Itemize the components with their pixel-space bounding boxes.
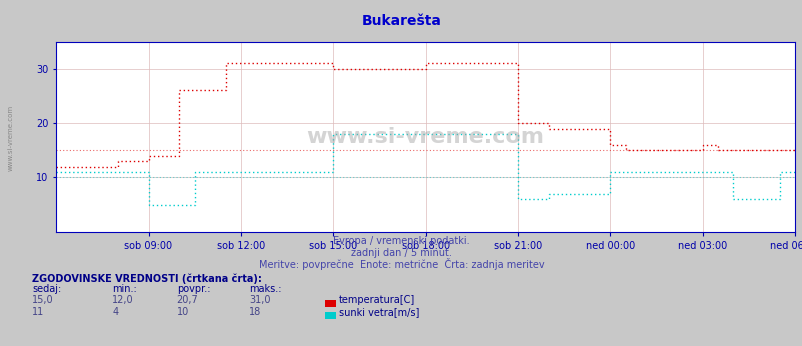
Text: 11: 11 <box>32 307 44 317</box>
Text: maks.:: maks.: <box>249 284 281 294</box>
Text: www.si-vreme.com: www.si-vreme.com <box>306 127 544 147</box>
Text: temperatura[C]: temperatura[C] <box>338 295 415 305</box>
Text: povpr.:: povpr.: <box>176 284 210 294</box>
Text: ZGODOVINSKE VREDNOSTI (črtkana črta):: ZGODOVINSKE VREDNOSTI (črtkana črta): <box>32 273 261 284</box>
Text: min.:: min.: <box>112 284 137 294</box>
Text: Evropa / vremenski podatki.: Evropa / vremenski podatki. <box>333 236 469 246</box>
Text: 4: 4 <box>112 307 119 317</box>
Text: 20,7: 20,7 <box>176 295 198 305</box>
Text: 18: 18 <box>249 307 261 317</box>
Text: 10: 10 <box>176 307 188 317</box>
Text: 15,0: 15,0 <box>32 295 54 305</box>
Text: sedaj:: sedaj: <box>32 284 61 294</box>
Text: 12,0: 12,0 <box>112 295 134 305</box>
Text: www.si-vreme.com: www.si-vreme.com <box>7 105 14 172</box>
Text: zadnji dan / 5 minut.: zadnji dan / 5 minut. <box>350 248 452 258</box>
Text: 31,0: 31,0 <box>249 295 270 305</box>
Text: Bukarešta: Bukarešta <box>361 14 441 28</box>
Text: sunki vetra[m/s]: sunki vetra[m/s] <box>338 307 419 317</box>
Text: Meritve: povprečne  Enote: metrične  Črta: zadnja meritev: Meritve: povprečne Enote: metrične Črta:… <box>258 258 544 270</box>
